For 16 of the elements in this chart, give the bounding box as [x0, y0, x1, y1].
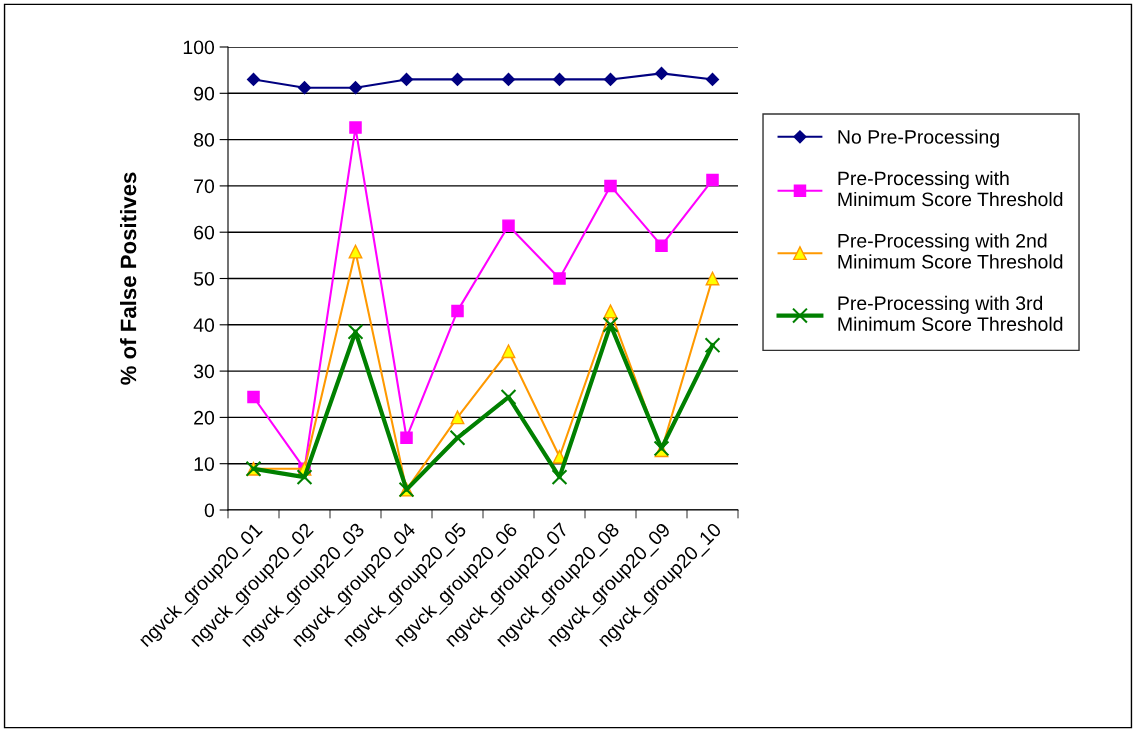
y-axis-title: % of False Positives	[119, 172, 137, 385]
legend-label: Pre-Processing with 3rd Minimum Score Threshold	[838, 295, 1063, 332]
y-tick-label: 50	[193, 271, 215, 286]
y-tick-label: 60	[194, 225, 215, 240]
y-tick-label: 100	[183, 40, 215, 55]
y-tick-label: 10	[194, 457, 215, 471]
y-tick-label: 20	[194, 410, 215, 425]
y-tick-label: 80	[194, 133, 215, 147]
y-tick-label: 40	[193, 318, 215, 333]
legend-label: Pre-Processing with 2nd Minimum Score Threshold	[838, 233, 1063, 269]
y-tick-label: 70	[194, 179, 215, 194]
y-tick-label: 30	[193, 364, 215, 379]
y-tick-label: 90	[194, 86, 215, 101]
y-tick-label: 0	[204, 503, 215, 518]
legend-label: Pre-Processing with Minimum Score Threshold	[838, 170, 1063, 207]
legend-label: No Pre-Processing	[838, 129, 999, 148]
